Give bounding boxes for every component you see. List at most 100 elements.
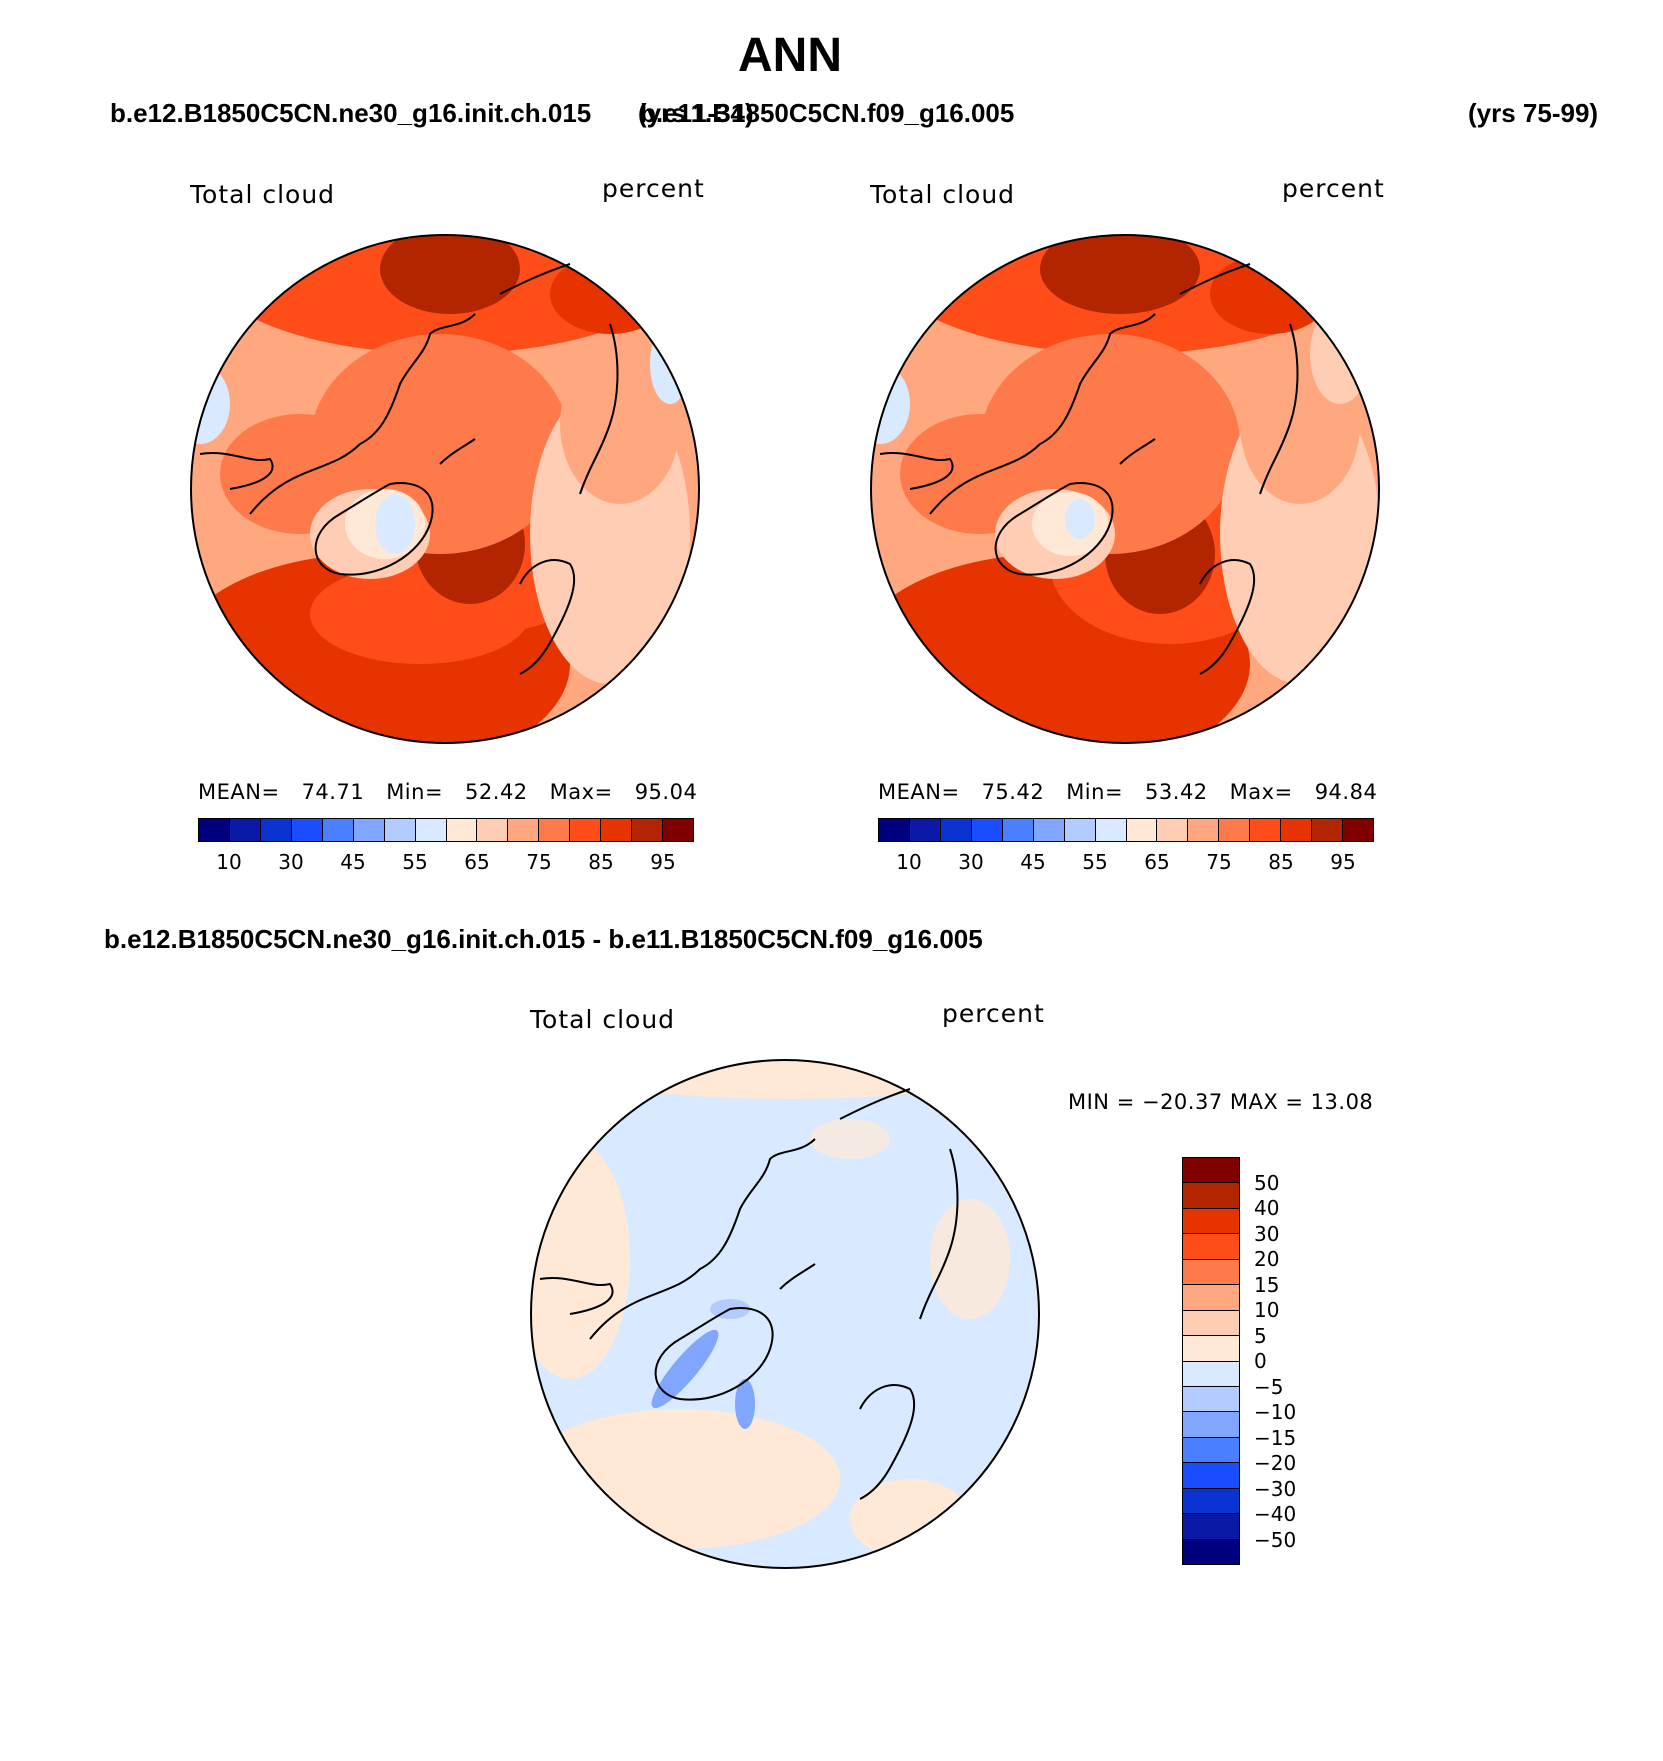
- max-value-right: 94.84: [1314, 780, 1378, 804]
- colorbar-swatch: [1183, 1207, 1239, 1234]
- colorbar-tick-label: 20: [1254, 1247, 1280, 1271]
- colorbar-swatch: [507, 819, 539, 841]
- colorbar-tick-label: 45: [1020, 850, 1046, 874]
- colorbar-swatch: [631, 819, 663, 841]
- colorbar-tick-label: 75: [1206, 850, 1232, 874]
- max-label-right: Max=: [1229, 780, 1293, 804]
- colorbar-tick-label: −30: [1254, 1476, 1297, 1501]
- colorbar-swatch: [1125, 819, 1157, 841]
- colorbar-ticks-diff: 50 40 30 20 15 10 5 0 −5 −10 −15 −20 −30 −40 −50: [1250, 1157, 1330, 1565]
- colorbar-tick-label: 55: [402, 850, 428, 874]
- colorbar-swatch: [1183, 1513, 1239, 1539]
- colorbar-swatch: [445, 819, 477, 841]
- min-label-right: Min=: [1066, 780, 1124, 804]
- colorbar-tick-label: 30: [958, 850, 984, 874]
- colorbar-swatch: [290, 819, 322, 841]
- colorbar-swatch: [1183, 1309, 1239, 1336]
- variable-label-diff: Total cloud: [530, 1005, 676, 1034]
- units-label-right: percent: [1282, 174, 1385, 203]
- mean-value-left: 74.71: [301, 780, 365, 804]
- years-left: (yrs 1-34): [638, 98, 754, 128]
- colorbar-swatch: [569, 819, 601, 841]
- diff-minmax: MIN = −20.37 MAX = 13.08: [1068, 1090, 1374, 1114]
- colorbar-swatch: [1094, 819, 1126, 841]
- colorbar-swatch: [600, 819, 632, 841]
- colorbar-swatch: [939, 819, 971, 841]
- colorbar-tick-label: −10: [1254, 1400, 1297, 1424]
- colorbar-tick-label: 65: [464, 850, 490, 874]
- colorbar-tick-label: 85: [588, 850, 614, 874]
- colorbar-swatch: [1218, 819, 1250, 841]
- units-label-diff: percent: [942, 999, 1045, 1028]
- mean-label-right: MEAN=: [878, 780, 960, 804]
- colorbar-swatch: [1063, 819, 1095, 841]
- colorbar-swatch: [321, 819, 353, 841]
- colorbar-tick-label: 30: [1254, 1221, 1280, 1246]
- colorbar-swatch: [1249, 819, 1281, 841]
- colorbar-tick-label: −20: [1254, 1451, 1297, 1475]
- colorbar-swatch: [1183, 1360, 1239, 1386]
- colorbar-swatch: [1183, 1233, 1239, 1259]
- colorbar-tick-label: 15: [1254, 1272, 1280, 1297]
- stats-right: MEAN= 75.42 Min= 53.42 Max= 94.84: [878, 780, 1377, 804]
- colorbar-swatch: [1183, 1258, 1239, 1285]
- colorbar-tick-label: −50: [1254, 1527, 1297, 1552]
- main-title: ANN: [738, 29, 842, 82]
- colorbar-left: [198, 818, 694, 842]
- colorbar-ticks-left: 10 30 45 55 65 75 85 95: [198, 850, 694, 876]
- colorbar-tick-label: 45: [340, 850, 366, 874]
- colorbar-ticks-right: 10 30 45 55 65 75 85 95: [878, 850, 1374, 876]
- mean-value-right: 75.42: [981, 780, 1045, 804]
- colorbar-swatch: [1342, 819, 1373, 841]
- colorbar-swatch: [1183, 1411, 1239, 1437]
- colorbar-swatch: [199, 819, 229, 841]
- colorbar-tick-label: 10: [1254, 1298, 1280, 1322]
- colorbar-tick-label: 85: [1268, 850, 1294, 874]
- colorbar-swatch: [1032, 819, 1064, 841]
- colorbar-tick-label: 55: [1082, 850, 1108, 874]
- min-label-left: Min=: [386, 780, 444, 804]
- colorbar-diff: [1182, 1157, 1240, 1565]
- mean-label-left: MEAN=: [198, 780, 280, 804]
- colorbar-tick-label: 40: [1254, 1196, 1280, 1220]
- max-value-left: 95.04: [634, 780, 698, 804]
- colorbar-swatch: [1183, 1158, 1239, 1183]
- colorbar-swatch: [1187, 819, 1219, 841]
- min-value-left: 52.42: [465, 780, 528, 804]
- colorbar-swatch: [1183, 1335, 1239, 1361]
- polar-map-left: [190, 234, 700, 744]
- colorbar-swatch: [1280, 819, 1312, 841]
- colorbar-tick-label: −5: [1254, 1374, 1284, 1399]
- colorbar-swatch: [1311, 819, 1343, 841]
- colorbar-swatch: [908, 819, 940, 841]
- colorbar-tick-label: 10: [216, 850, 242, 874]
- colorbar-swatch: [259, 819, 291, 841]
- colorbar-swatch: [538, 819, 570, 841]
- colorbar-swatch: [1183, 1385, 1239, 1412]
- variable-label-left: Total cloud: [190, 180, 336, 209]
- colorbar-swatch: [1183, 1436, 1239, 1463]
- polar-map-right: [870, 234, 1380, 744]
- years-right: (yrs 75-99): [1468, 98, 1599, 128]
- variable-label-right: Total cloud: [870, 180, 1016, 209]
- colorbar-tick-label: 10: [896, 850, 922, 874]
- stats-left: MEAN= 74.71 Min= 52.42 Max= 95.04: [198, 780, 697, 804]
- colorbar-swatch: [414, 819, 446, 841]
- colorbar-swatch: [1183, 1487, 1239, 1514]
- colorbar-tick-label: 5: [1254, 1323, 1267, 1348]
- units-label-left: percent: [602, 174, 705, 203]
- colorbar-swatch: [1183, 1182, 1239, 1208]
- colorbar-tick-label: 50: [1254, 1170, 1280, 1195]
- colorbar-tick-label: 95: [1330, 850, 1356, 874]
- colorbar-tick-label: 75: [526, 850, 552, 874]
- min-value-right: 53.42: [1145, 780, 1208, 804]
- colorbar-swatch: [1183, 1284, 1239, 1310]
- colorbar-tick-label: 30: [278, 850, 304, 874]
- polar-map-diff: [530, 1059, 1040, 1569]
- colorbar-tick-label: 65: [1144, 850, 1170, 874]
- colorbar-swatch: [1183, 1538, 1239, 1564]
- colorbar-tick-label: −15: [1254, 1425, 1297, 1450]
- max-label-left: Max=: [549, 780, 613, 804]
- colorbar-right: [878, 818, 1374, 842]
- colorbar-swatch: [879, 819, 909, 841]
